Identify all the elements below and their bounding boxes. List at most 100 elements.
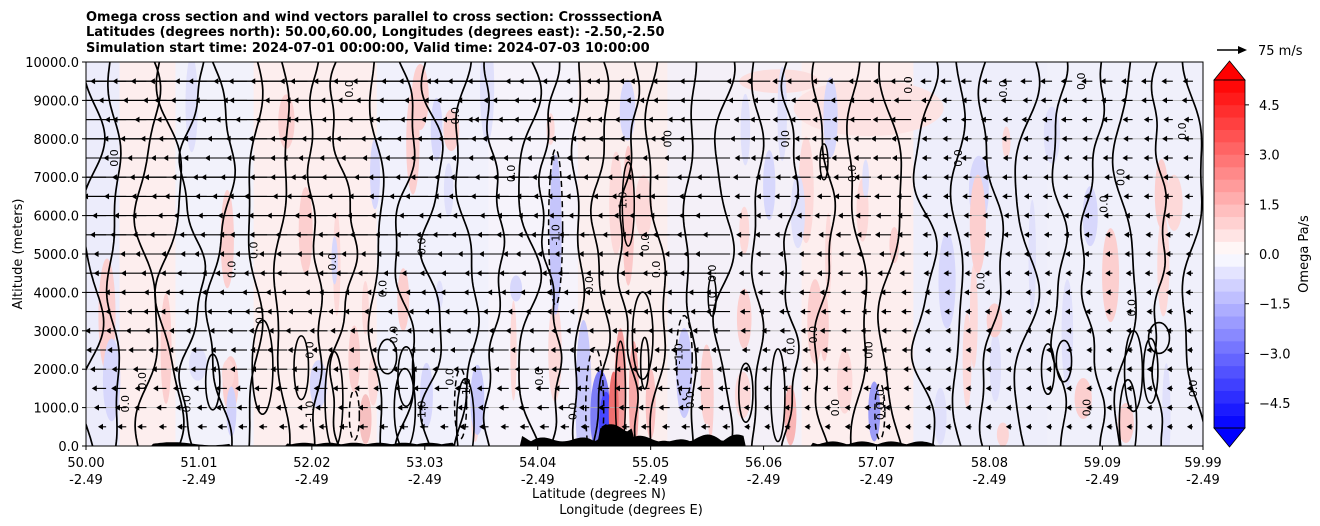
colorbar-band — [1214, 415, 1245, 429]
wind-vector-head — [1001, 78, 1007, 85]
wind-vector-head — [190, 366, 196, 373]
omega-positive-patch — [348, 325, 361, 393]
wind-vector-head — [546, 289, 552, 296]
wind-vector-head — [749, 116, 755, 123]
wind-vector-head — [881, 308, 887, 315]
wind-vector-head — [944, 289, 950, 296]
wind-vector-head — [652, 78, 658, 85]
wind-vector-head — [285, 116, 291, 123]
contour-label-group: 0.0 — [119, 395, 132, 413]
wind-vector-head — [1143, 174, 1149, 181]
wind-vector-head — [120, 135, 126, 142]
wind-vector-head — [354, 385, 360, 392]
wind-vector-head — [519, 423, 525, 430]
wind-vector-head — [313, 385, 319, 392]
wind-vector-head — [130, 78, 136, 85]
wind-vector-head — [1005, 404, 1011, 411]
wind-vector-head — [176, 270, 182, 277]
wind-vector-head — [457, 251, 463, 257]
wind-vector-head — [1060, 78, 1066, 85]
omega-zero-contour — [644, 62, 667, 446]
wind-vector-head — [925, 366, 931, 373]
wind-vector-head — [1046, 347, 1052, 353]
wind-vector-head — [636, 385, 642, 392]
wind-vector-head — [739, 289, 745, 296]
wind-vector-head — [700, 423, 706, 430]
omega-positive-patch — [1157, 213, 1170, 317]
x-tick-label-latitude: 56.06 — [745, 456, 782, 471]
wind-vector-head — [1182, 78, 1188, 85]
omega-zero-contour-loop — [204, 353, 221, 411]
wind-vector-head — [183, 155, 189, 161]
wind-vector-head — [962, 174, 968, 181]
x-tick-label-latitude: 51.01 — [180, 456, 217, 471]
wind-vector-head — [248, 327, 254, 334]
wind-vector-head — [1123, 135, 1129, 142]
wind-vector-head — [755, 174, 761, 181]
colorbar-extend-low — [1213, 427, 1246, 448]
wind-vector-head — [135, 251, 141, 257]
wind-vector-head — [960, 116, 966, 123]
contour-label-group: 0.0 — [376, 280, 389, 298]
wind-vector-head — [560, 423, 566, 430]
wind-vector-head — [1044, 308, 1050, 315]
wind-vector-head — [1125, 327, 1131, 334]
contour-label: 0.0 — [583, 276, 596, 294]
wind-vector-head — [690, 308, 696, 315]
wind-vector-head — [363, 308, 369, 315]
wind-vector-head — [226, 308, 232, 315]
omega-zero-contour-loop — [1040, 343, 1056, 396]
wind-vector-head — [327, 347, 333, 353]
omega-positive-patch — [1102, 228, 1120, 323]
contour-label: 0.0 — [376, 280, 389, 298]
wind-vector-head — [717, 385, 723, 392]
wind-vector-head — [727, 97, 733, 104]
wind-vector-head — [411, 366, 417, 373]
contour-label: 0.0 — [706, 264, 719, 282]
wind-vector-head — [679, 270, 685, 277]
wind-vector-head — [196, 404, 202, 411]
wind-vector-head — [437, 251, 443, 257]
wind-vector-head — [392, 366, 398, 373]
wind-vector-head — [613, 155, 619, 161]
wind-vector-head — [243, 193, 249, 200]
wind-vector-head — [168, 347, 174, 353]
wind-vector-head — [1082, 135, 1088, 142]
wind-vector-head — [379, 423, 385, 430]
omega-zero-contour — [204, 62, 237, 446]
wind-vector-head — [897, 231, 903, 238]
x-tick-label-latitude: 54.04 — [519, 456, 556, 471]
wind-vector-head — [597, 385, 603, 392]
wind-vector-head — [777, 251, 783, 257]
wind-vector-head — [192, 174, 198, 181]
wind-vector-head — [93, 404, 99, 411]
wind-vector-head — [459, 423, 465, 430]
wind-vector-head — [432, 366, 438, 373]
wind-vector-head — [279, 78, 285, 85]
wind-vector-head — [374, 116, 380, 123]
wind-vector-head — [86, 193, 89, 200]
wind-vector-head — [905, 423, 911, 430]
wind-vector-head — [449, 174, 455, 181]
wind-vector-head — [90, 366, 96, 373]
wind-vector-head — [286, 193, 292, 200]
wind-vector-head — [585, 116, 591, 123]
wind-vector-head — [960, 78, 966, 85]
contour-label-group: 0.0 — [829, 399, 842, 417]
wind-vector-head — [585, 78, 591, 85]
wind-vector-head — [551, 366, 557, 373]
contour-label: 0.0 — [997, 80, 1010, 98]
wind-vector-head — [652, 97, 658, 104]
wind-vector-head — [340, 155, 346, 161]
wind-vector-head — [476, 385, 482, 392]
contour-label: 0.0 — [807, 326, 820, 344]
wind-vector-head — [582, 97, 588, 104]
wind-vector-head — [893, 174, 899, 181]
wind-vector-head — [1025, 366, 1031, 373]
wind-vector-head — [1063, 212, 1069, 219]
wind-vector-head — [983, 231, 989, 238]
wind-vector-head — [207, 135, 213, 142]
wind-vector-head — [1061, 97, 1067, 104]
wind-vector-head — [598, 270, 604, 277]
wind-vector-head — [335, 270, 341, 277]
